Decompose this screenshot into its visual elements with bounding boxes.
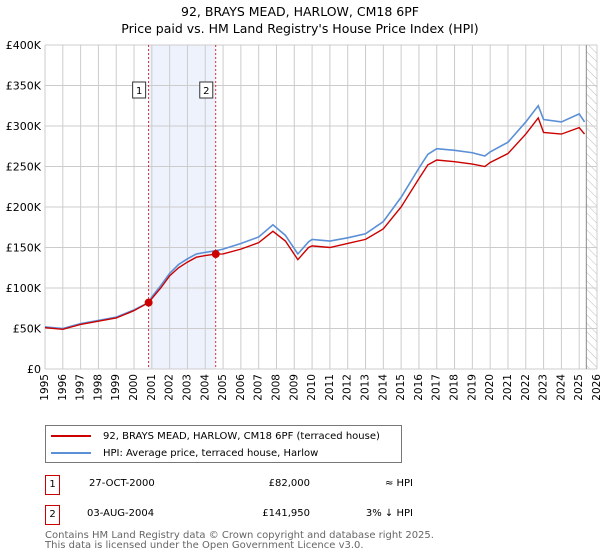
x-tick-label: 2010 [306, 374, 318, 401]
x-tick-label: 2013 [360, 374, 372, 401]
x-tick-label: 2025 [573, 374, 585, 401]
sale-hpi-note: ≈ HPI [384, 478, 413, 489]
sale-date: 27-OCT-2000 [89, 478, 155, 489]
footer-licence: This data is licensed under the Open Gov… [45, 540, 364, 551]
x-tick-label: 2000 [128, 374, 140, 401]
y-tick-label: £150K [6, 242, 42, 255]
sale-hpi-note: 3% ↓ HPI [365, 508, 413, 519]
x-tick-label: 1996 [57, 374, 69, 401]
sale-row-2: 2 03-AUG-2004 £141,950 3% ↓ HPI [45, 505, 425, 525]
x-tick-label: 2026 [591, 374, 600, 401]
legend: 92, BRAYS MEAD, HARLOW, CM18 6PF (terrac… [45, 425, 402, 463]
x-tick-label: 1995 [39, 374, 51, 401]
sale-annotation-box [132, 81, 147, 99]
y-tick-label: £0 [27, 363, 41, 376]
x-tick-label: 2003 [181, 374, 193, 401]
x-tick-label: 2014 [377, 374, 389, 401]
x-tick-label: 2001 [146, 374, 158, 401]
x-tick-label: 2018 [449, 374, 461, 401]
y-tick-label: £200K [6, 201, 42, 214]
x-tick-label: 2011 [324, 374, 336, 401]
y-tick-label: £350K [6, 80, 42, 93]
sale-date: 03-AUG-2004 [87, 508, 155, 519]
x-tick-label: 2017 [431, 374, 443, 401]
legend-swatch-hpi [51, 452, 91, 454]
y-tick-label: £250K [6, 161, 42, 174]
sale-annotation-label: 1 [136, 86, 142, 97]
sale-row-1: 1 27-OCT-2000 £82,000 ≈ HPI [45, 475, 425, 495]
y-tick-label: £300K [6, 120, 42, 133]
sale-badge: 2 [45, 505, 60, 525]
legend-swatch-property [51, 435, 91, 437]
chart-title: 92, BRAYS MEAD, HARLOW, CM18 6PF [181, 4, 419, 19]
plot-area: 1995 1996 1997 1998 1999 2000 2001 2002 2003 2004… [6, 39, 600, 401]
sale-price: £82,000 [268, 478, 310, 489]
x-tick-label: 1998 [92, 374, 104, 401]
x-tick-label: 2024 [555, 374, 567, 401]
x-tick-label: 2004 [199, 374, 211, 401]
x-tick-label: 2023 [538, 374, 550, 401]
sale-point [144, 298, 153, 307]
x-tick-label: 2021 [502, 374, 514, 401]
x-tick-label: 2005 [217, 374, 229, 401]
property-price-line [44, 116, 586, 331]
x-tick-label: 2015 [395, 374, 407, 401]
sale-badge: 1 [45, 475, 60, 495]
x-tick-label: 2012 [342, 374, 354, 401]
footer: Contains HM Land Registry data © Crown c… [45, 531, 434, 551]
x-tick-label: 2009 [288, 374, 300, 401]
sale-annotation-box [199, 81, 214, 99]
x-tick-label: 2022 [520, 374, 532, 401]
hpi-line [44, 104, 586, 330]
x-tick-label: 2002 [164, 374, 176, 401]
x-tick-label: 2007 [253, 374, 265, 401]
x-tick-label: 2020 [484, 374, 496, 401]
sale-point [211, 250, 220, 259]
legend-label-hpi: HPI: Average price, terraced house, Harl… [103, 447, 319, 459]
chart-subtitle: Price paid vs. HM Land Registry's House … [121, 21, 479, 36]
sale-annotation-label: 2 [203, 86, 209, 97]
x-tick-label: 2019 [466, 374, 478, 401]
y-tick-label: £50K [13, 323, 42, 336]
x-tick-label: 2006 [235, 374, 247, 401]
y-tick-label: £100K [6, 282, 42, 295]
x-tick-label: 1999 [110, 374, 122, 401]
legend-label-property: 92, BRAYS MEAD, HARLOW, CM18 6PF (terrac… [103, 430, 380, 442]
sale-price: £141,950 [262, 508, 310, 519]
x-tick-label: 2016 [413, 374, 425, 401]
y-tick-label: £400K [6, 39, 42, 52]
x-tick-label: 2008 [270, 374, 282, 401]
x-tick-label: 1997 [75, 374, 87, 401]
footer-copyright: Contains HM Land Registry data © Crown c… [45, 530, 434, 541]
